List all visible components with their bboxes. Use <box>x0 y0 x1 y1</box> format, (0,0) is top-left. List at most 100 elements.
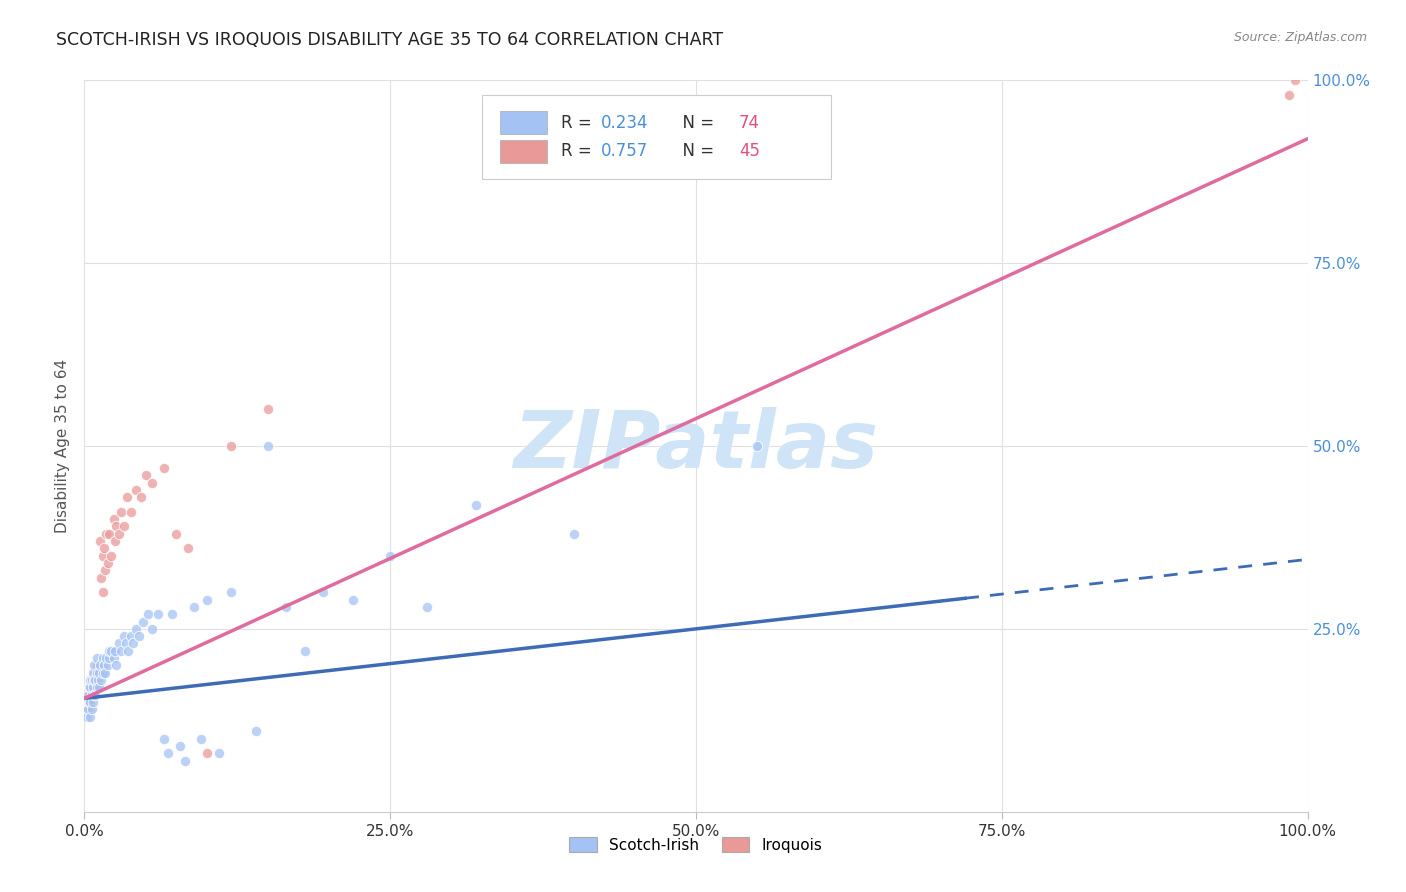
Point <box>80 688 103 702</box>
Point <box>120 505 142 519</box>
Point <box>83 673 105 687</box>
Point <box>100 549 122 563</box>
Point <box>77 688 100 702</box>
Point <box>84 673 107 687</box>
FancyBboxPatch shape <box>501 111 547 135</box>
Point <box>183 599 205 614</box>
Point <box>76 709 98 723</box>
Y-axis label: Disability Age 35 to 64: Disability Age 35 to 64 <box>55 359 70 533</box>
Point <box>80 673 103 687</box>
Text: Source: ZipAtlas.com: Source: ZipAtlas.com <box>1233 31 1367 45</box>
Point <box>97 556 120 570</box>
Point <box>153 461 176 475</box>
Point <box>77 702 100 716</box>
Point <box>129 490 152 504</box>
Point <box>156 746 179 760</box>
Point <box>94 665 117 680</box>
Point <box>125 483 148 497</box>
Point <box>91 549 114 563</box>
Point <box>219 439 242 453</box>
Point <box>97 526 120 541</box>
Point <box>79 709 101 723</box>
Point <box>342 592 364 607</box>
Point <box>416 599 439 614</box>
Point <box>84 665 107 680</box>
Point <box>245 724 267 739</box>
Point <box>89 534 111 549</box>
Text: R =: R = <box>561 113 598 132</box>
Point <box>97 644 120 658</box>
Point <box>136 607 159 622</box>
Point <box>87 673 110 687</box>
Point <box>77 695 100 709</box>
Text: ZIPatlas: ZIPatlas <box>513 407 879 485</box>
Point <box>79 681 101 695</box>
Point <box>103 512 125 526</box>
Point <box>107 526 129 541</box>
Point <box>195 592 218 607</box>
Point <box>82 695 104 709</box>
Point <box>464 498 486 512</box>
Point <box>83 673 105 687</box>
Point <box>87 681 110 695</box>
Point <box>173 754 195 768</box>
Point <box>83 658 105 673</box>
Point <box>104 534 127 549</box>
Point <box>80 702 103 716</box>
Point <box>86 665 108 680</box>
Point <box>83 688 105 702</box>
Text: N =: N = <box>672 113 718 132</box>
Point <box>122 636 145 650</box>
Point <box>80 688 103 702</box>
Point <box>77 695 100 709</box>
Point <box>195 746 218 760</box>
Point <box>112 629 135 643</box>
Text: 0.757: 0.757 <box>600 142 648 161</box>
Point <box>100 644 122 658</box>
Point <box>96 526 118 541</box>
Text: 45: 45 <box>738 142 759 161</box>
Point <box>93 541 115 556</box>
Point <box>135 468 157 483</box>
Point <box>86 673 108 687</box>
Point <box>312 585 335 599</box>
Point <box>87 665 110 680</box>
Point <box>93 658 115 673</box>
Point <box>562 526 585 541</box>
Point <box>76 702 98 716</box>
Point <box>132 615 155 629</box>
Point <box>77 688 100 702</box>
Point <box>86 651 108 665</box>
Point <box>90 673 112 687</box>
Point <box>257 439 280 453</box>
Point <box>153 731 176 746</box>
Point <box>115 490 138 504</box>
Point <box>89 658 111 673</box>
Point <box>90 571 112 585</box>
Point <box>104 644 127 658</box>
Point <box>87 681 110 695</box>
Point <box>115 636 138 650</box>
Point <box>120 629 142 643</box>
Point <box>112 519 135 533</box>
Point <box>80 673 103 687</box>
Point <box>87 665 110 680</box>
Point <box>208 746 231 760</box>
Point <box>86 681 108 695</box>
Point <box>219 585 242 599</box>
Point <box>82 665 104 680</box>
Point <box>77 681 100 695</box>
Text: N =: N = <box>672 142 718 161</box>
Point <box>105 658 128 673</box>
Point <box>125 622 148 636</box>
Point <box>110 505 132 519</box>
Point <box>107 636 129 650</box>
Point <box>84 688 107 702</box>
Point <box>79 695 101 709</box>
Point <box>91 585 114 599</box>
Text: 0.234: 0.234 <box>600 113 648 132</box>
Point <box>110 644 132 658</box>
Point <box>276 599 298 614</box>
Point <box>380 549 402 563</box>
Point <box>96 651 118 665</box>
